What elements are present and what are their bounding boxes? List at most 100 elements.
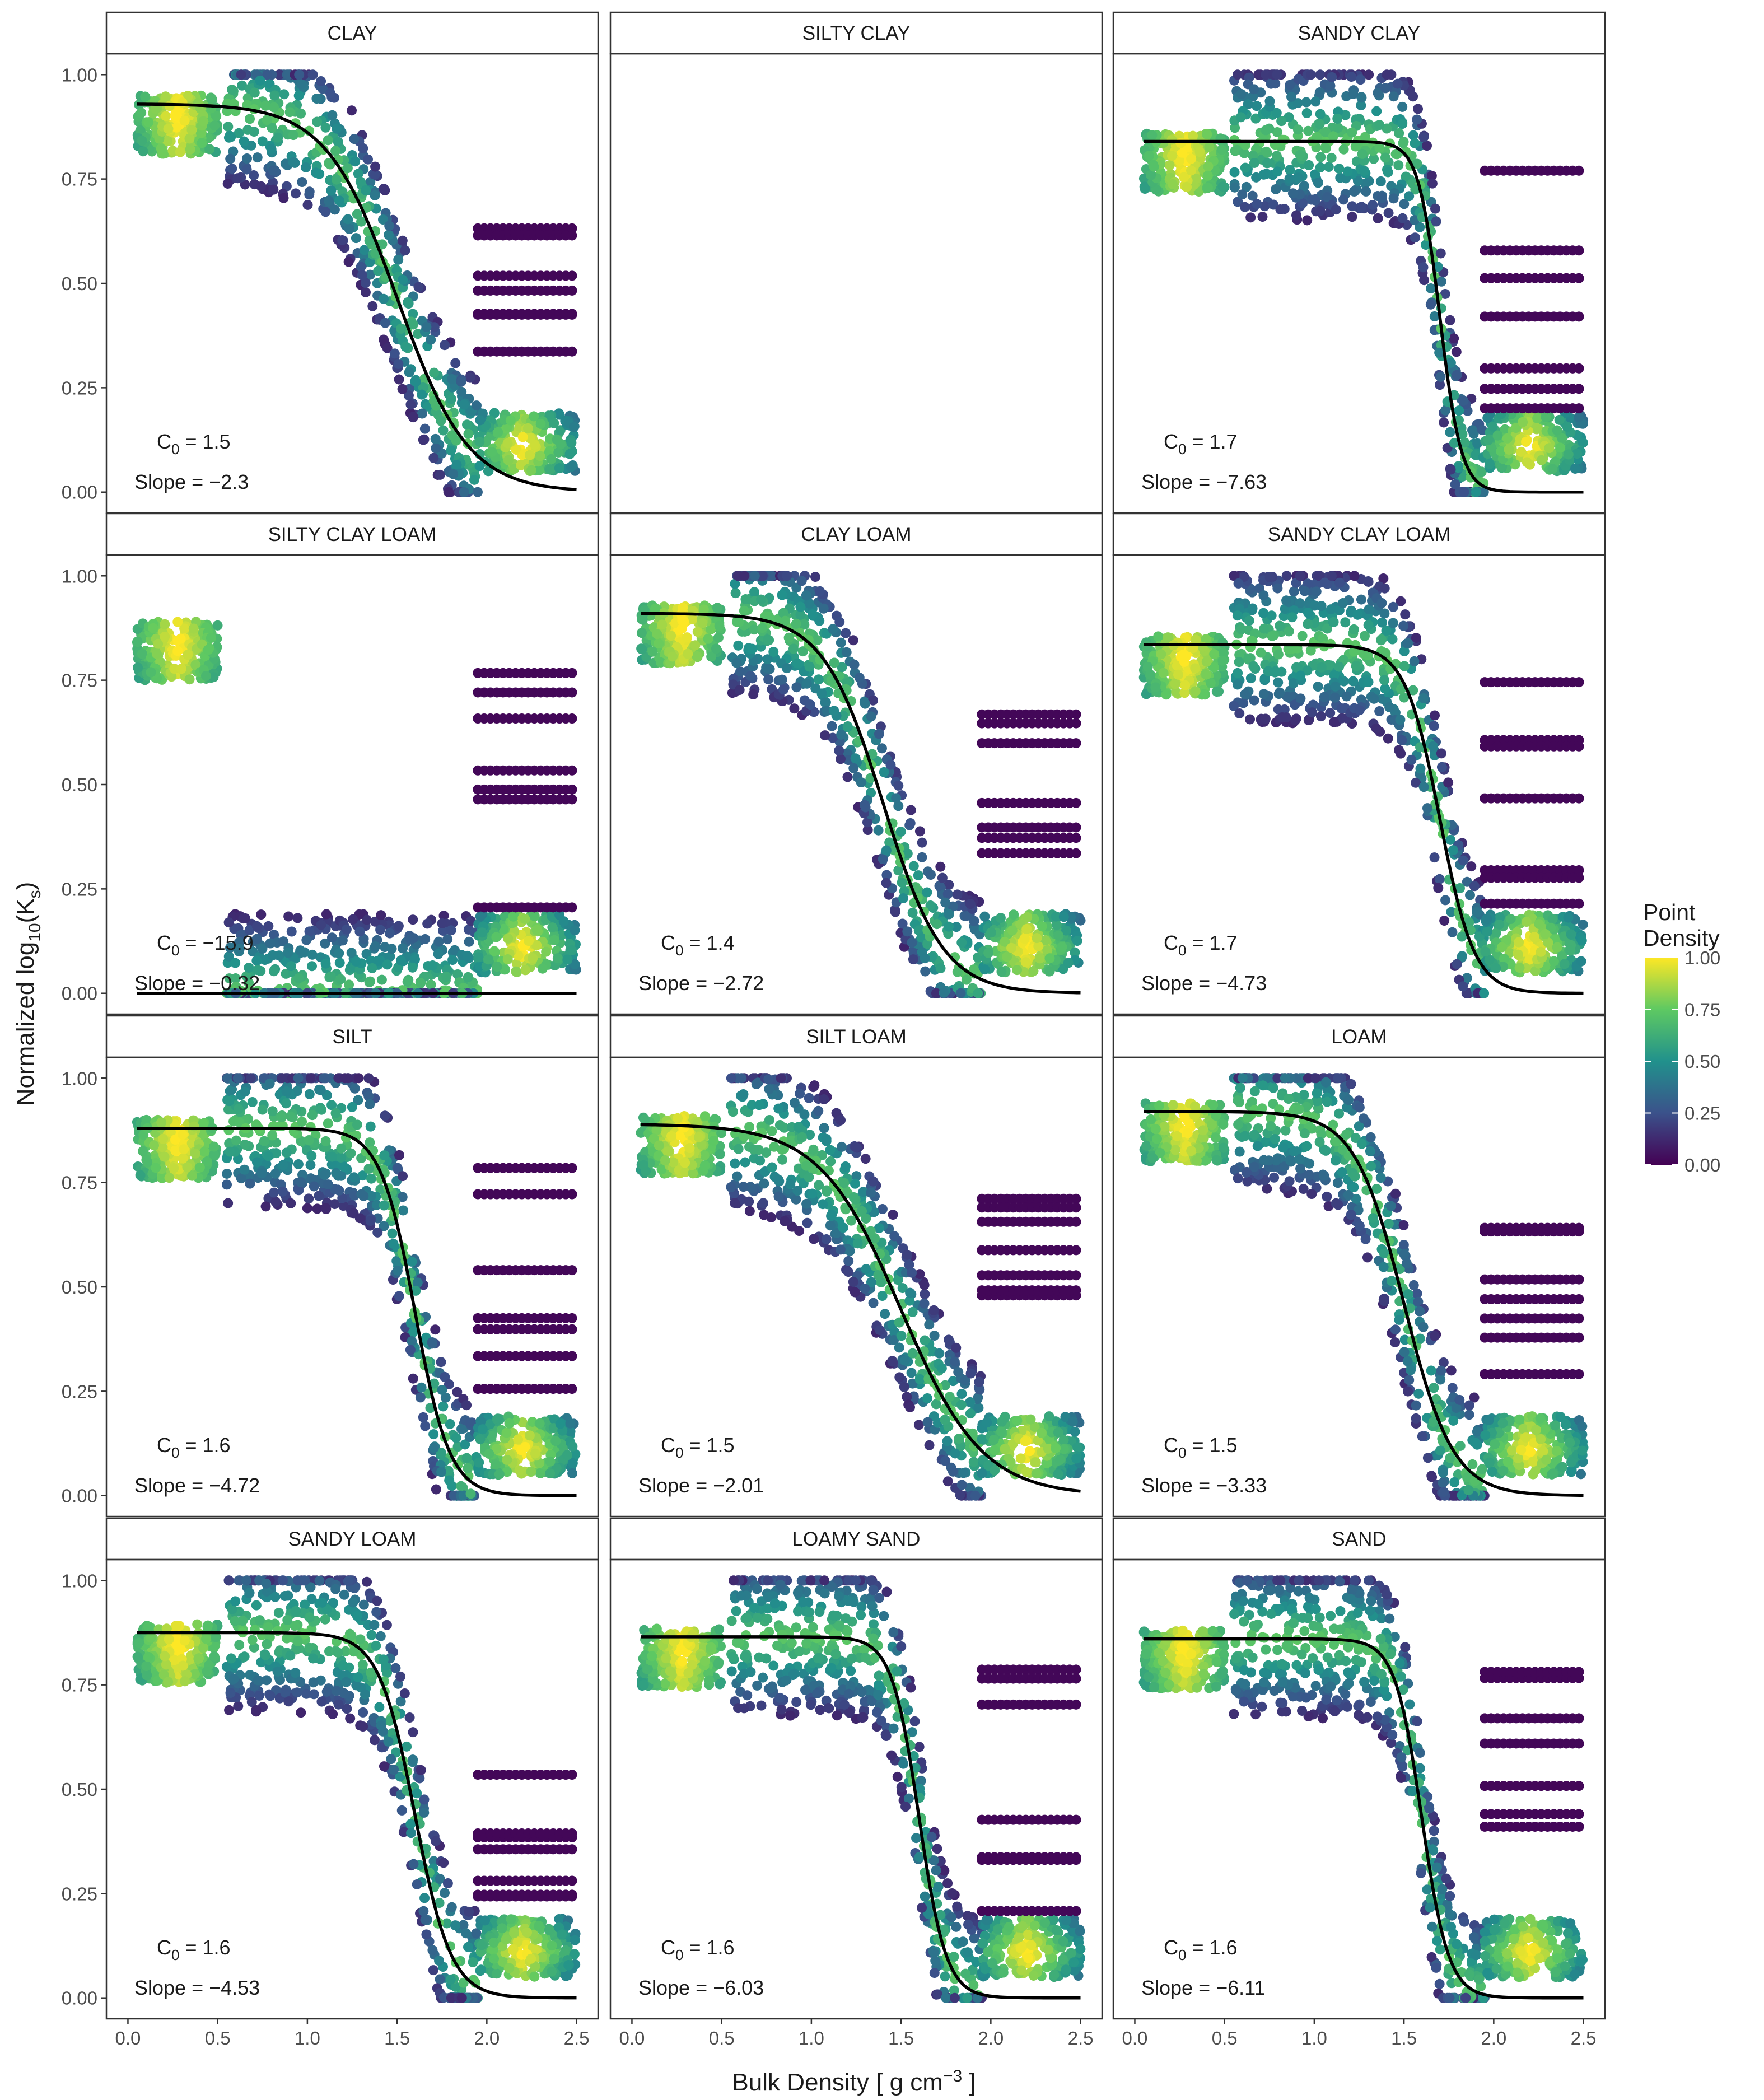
data-point	[360, 287, 371, 298]
data-point	[421, 321, 432, 332]
data-point	[1383, 167, 1393, 178]
data-point	[136, 108, 147, 118]
data-point	[249, 170, 259, 181]
data-point	[1445, 834, 1456, 845]
data-point	[1174, 156, 1184, 166]
data-point	[531, 940, 542, 951]
data-point	[206, 92, 216, 103]
data-point	[747, 643, 758, 654]
panel-border	[609, 53, 1103, 514]
data-point	[511, 966, 521, 977]
data-point	[1382, 69, 1392, 80]
data-point	[879, 767, 889, 777]
data-point	[1057, 941, 1067, 952]
data-point	[1443, 777, 1454, 788]
data-point	[475, 415, 486, 426]
data-point	[252, 152, 263, 163]
data-point	[952, 889, 963, 900]
data-point	[690, 640, 701, 651]
data-point	[562, 954, 573, 965]
data-point	[1216, 144, 1227, 155]
data-point	[1408, 91, 1418, 102]
data-point	[284, 107, 295, 118]
data-point	[1273, 677, 1284, 688]
data-point	[1032, 933, 1042, 944]
data-point	[1439, 417, 1449, 428]
data-point	[1400, 609, 1411, 620]
data-point	[1429, 721, 1439, 731]
data-point	[757, 623, 768, 633]
data-point	[1364, 69, 1374, 80]
data-point	[567, 223, 577, 234]
data-point	[1204, 142, 1215, 152]
data-point	[764, 664, 775, 674]
data-point	[417, 389, 427, 400]
data-point	[1012, 965, 1023, 976]
data-point	[498, 923, 509, 934]
data-point	[400, 342, 411, 352]
strip-box	[105, 512, 599, 556]
slope-annotation: Slope = −2.3	[134, 470, 249, 493]
data-point	[866, 711, 876, 722]
data-point	[1436, 762, 1447, 772]
panel-silty-clay: SILTY CLAY	[609, 11, 1103, 514]
data-point	[1212, 686, 1222, 697]
data-point	[1418, 262, 1429, 273]
data-point	[528, 953, 538, 964]
data-point	[1419, 275, 1430, 286]
data-point	[162, 136, 173, 146]
data-point	[334, 948, 344, 959]
data-point	[176, 664, 186, 674]
data-point	[1241, 181, 1252, 192]
data-point	[836, 729, 847, 740]
data-point	[893, 780, 904, 791]
data-point	[334, 958, 345, 968]
data-point	[782, 663, 792, 674]
data-point	[1348, 88, 1359, 99]
data-point	[1395, 715, 1406, 725]
data-point	[403, 297, 413, 307]
data-point	[1361, 186, 1371, 197]
data-point	[1156, 649, 1166, 660]
data-point	[161, 111, 171, 122]
strip-box	[105, 11, 599, 55]
data-point	[525, 450, 535, 460]
data-point	[749, 587, 760, 598]
data-point	[535, 418, 546, 429]
data-point	[1340, 617, 1351, 628]
data-point	[1457, 429, 1468, 440]
data-point	[1364, 604, 1374, 615]
c0-annotation: C0 = −15.9	[157, 931, 254, 959]
data-point	[292, 913, 303, 923]
data-point	[483, 466, 493, 477]
data-point	[1421, 240, 1431, 250]
data-point	[567, 713, 577, 724]
data-point	[1410, 232, 1420, 243]
data-point	[1511, 423, 1522, 433]
data-point	[1190, 686, 1201, 697]
data-point	[184, 133, 195, 144]
data-point	[344, 224, 354, 235]
data-point	[952, 967, 963, 977]
data-point	[223, 951, 234, 962]
data-point	[650, 604, 660, 614]
data-point	[1034, 953, 1045, 964]
data-point	[1532, 413, 1543, 423]
data-point	[734, 685, 745, 696]
data-point	[678, 603, 688, 613]
data-point	[1326, 571, 1337, 581]
data-point	[1299, 180, 1309, 191]
data-point	[812, 635, 823, 646]
data-point	[739, 571, 750, 581]
data-point	[1435, 380, 1445, 390]
data-point	[1574, 403, 1584, 414]
data-point	[986, 927, 996, 938]
data-point	[241, 971, 252, 982]
data-point	[491, 932, 502, 942]
data-point	[687, 614, 698, 624]
data-point	[1322, 192, 1333, 202]
data-point	[1072, 936, 1082, 946]
data-point	[433, 936, 444, 947]
data-point	[302, 199, 313, 210]
data-point	[493, 427, 503, 437]
